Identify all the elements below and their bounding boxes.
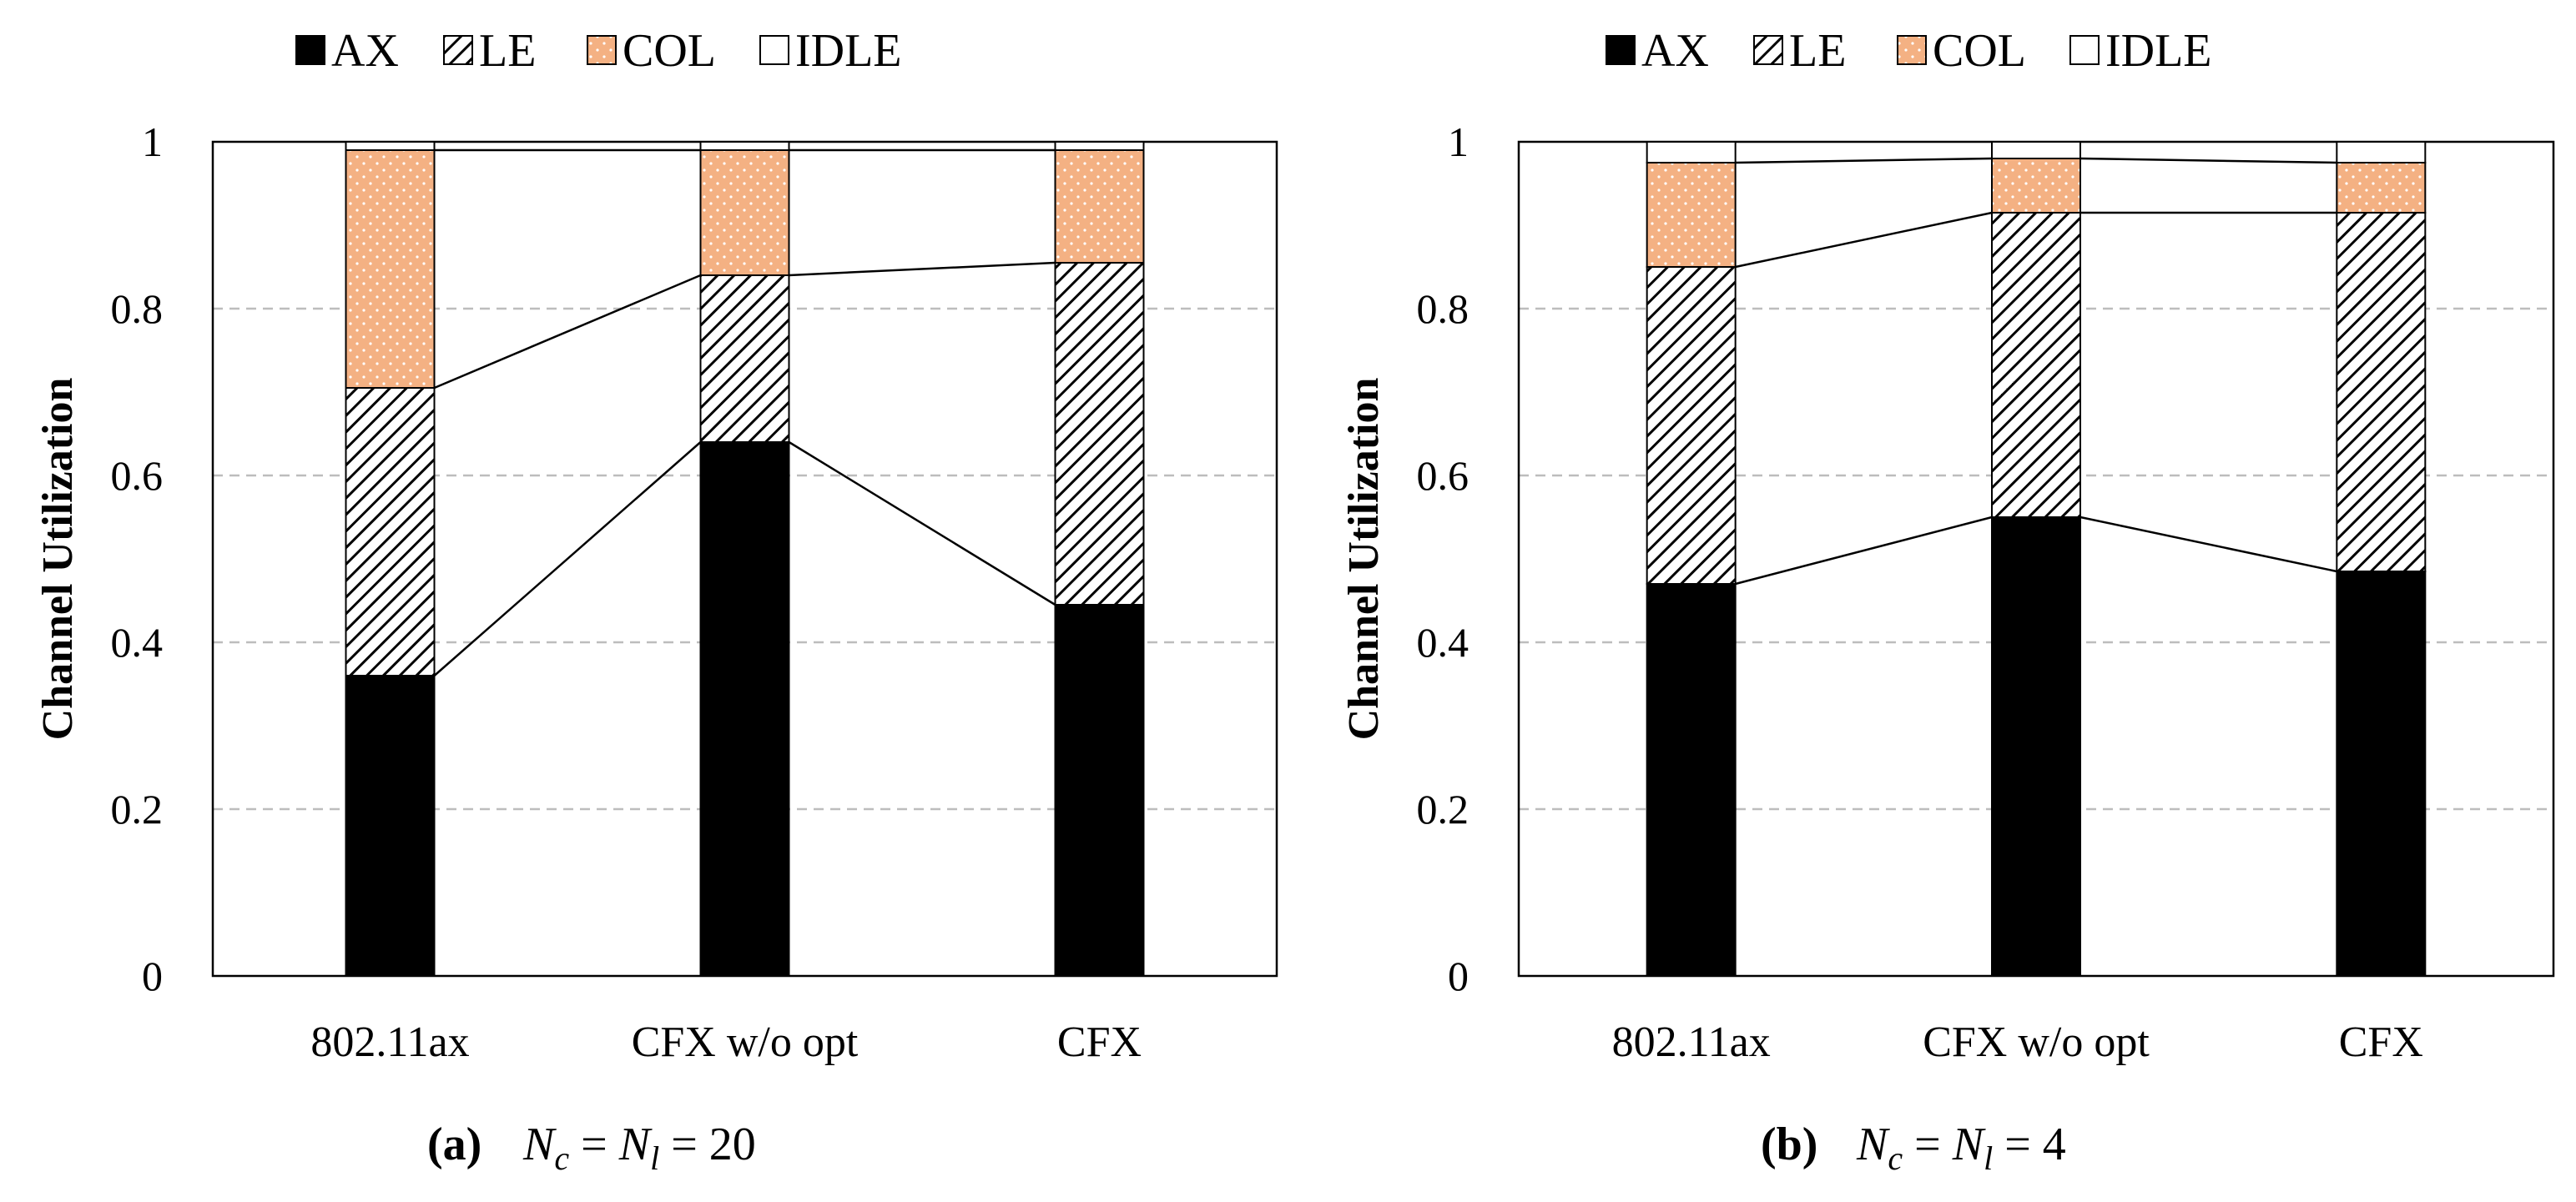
legend-label-le: LE [1789, 25, 1846, 77]
legend-swatch-ax [295, 35, 325, 65]
legend: AX LE COL IDLE [1606, 25, 2212, 77]
bar-idle-1 [345, 141, 436, 151]
bar-idle-3 [2336, 141, 2427, 163]
x-category-label: CFX w/o opt [1923, 1018, 2150, 1066]
connector-line-ax [433, 441, 702, 676]
x-category-label: 802.11ax [1612, 1018, 1771, 1066]
x-category-label: CFX w/o opt [632, 1018, 859, 1066]
bar-idle-2 [1991, 141, 2081, 159]
bar-col-3 [2336, 162, 2427, 214]
y-tick-label: 0.4 [111, 619, 164, 666]
legend-swatch-idle [759, 35, 789, 65]
y-tick-label: 0 [142, 953, 163, 999]
y-tick-label: 0.4 [1417, 619, 1469, 666]
y-tick-label: 1 [142, 118, 163, 165]
legend-swatch-col [1897, 35, 1927, 65]
legend-label-idle: IDLE [2105, 25, 2212, 77]
bar-le-3 [1054, 262, 1145, 606]
bar-le-3 [2336, 212, 2427, 572]
legend-label-ax: AX [1641, 25, 1709, 77]
y-axis-label: Channel Utilization [34, 378, 82, 741]
connector-line-col [2079, 157, 2337, 164]
connector-line-ax [788, 440, 1056, 606]
caption-panel-label: (a) [427, 1119, 481, 1170]
bar-le-2 [1991, 212, 2081, 518]
x-category-label: CFX [1057, 1018, 1142, 1066]
chart-panel-a: 0 0.2 0.4 0.6 0.8 1 Channel Utilization 802.11a… [34, 25, 1278, 1177]
legend-label-le: LE [479, 25, 536, 77]
legend-swatch-le [443, 35, 473, 65]
bar-col-2 [699, 149, 790, 276]
legend-swatch-col [587, 35, 617, 65]
y-tick-label: 0.8 [111, 285, 164, 332]
connector-line-le [1735, 211, 1993, 269]
legend-swatch-le [1753, 35, 1783, 65]
legend-label-idle: IDLE [795, 25, 902, 77]
bar-ax-3 [2336, 571, 2427, 977]
caption: (b) Nc = Nl = 4 [1761, 1119, 2066, 1177]
x-category-label: 802.11ax [310, 1018, 469, 1066]
bar-ax-2 [699, 441, 790, 977]
x-category-label: CFX [2339, 1018, 2423, 1066]
caption-math: Nc = Nl = 20 [522, 1119, 756, 1177]
bar-le-2 [699, 274, 790, 443]
y-tick-label: 0 [1448, 953, 1469, 999]
y-tick-label: 0.2 [1417, 786, 1469, 832]
bar-idle-3 [1054, 141, 1145, 151]
bar-col-1 [345, 149, 436, 389]
caption-math: Nc = Nl = 4 [1856, 1119, 2066, 1177]
legend-label-col: COL [1933, 25, 2026, 77]
y-tick-label: 1 [1448, 118, 1469, 165]
connector-line-le [789, 261, 1056, 277]
bar-col-1 [1646, 162, 1737, 268]
legend-label-col: COL [623, 25, 716, 77]
y-tick-label: 0.8 [1417, 285, 1469, 332]
legend-swatch-idle [2069, 35, 2100, 65]
bar-idle-2 [699, 141, 790, 151]
bar-le-1 [345, 387, 436, 676]
y-axis-label: Channel Utilization [1340, 378, 1388, 741]
bar-col-2 [1991, 158, 2081, 214]
bar-ax-1 [345, 675, 436, 977]
bar-idle-1 [1646, 141, 1737, 163]
caption-panel-label: (b) [1761, 1119, 1817, 1170]
bar-le-1 [1646, 266, 1737, 585]
bar-ax-2 [1991, 516, 2081, 977]
connector-line-col [1735, 157, 1993, 164]
legend-label-ax: AX [331, 25, 399, 77]
chart-panel-b: 0 0.2 0.4 0.6 0.8 1 Channel Utilization 802.11a… [1340, 25, 2555, 1177]
connector-line-ax [1735, 516, 1993, 586]
y-tick-label: 0.6 [111, 452, 164, 499]
y-tick-label: 0.6 [1417, 452, 1469, 499]
legend: AX LE COL IDLE [295, 25, 902, 77]
legend-swatch-ax [1606, 35, 1636, 65]
bar-ax-3 [1054, 604, 1145, 977]
connector-line-ax [2079, 516, 2337, 573]
bar-col-3 [1054, 149, 1145, 264]
y-tick-label: 0.2 [111, 786, 164, 832]
caption: (a) Nc = Nl = 20 [427, 1119, 756, 1177]
bar-ax-1 [1646, 583, 1737, 977]
connector-line-le [434, 274, 701, 390]
